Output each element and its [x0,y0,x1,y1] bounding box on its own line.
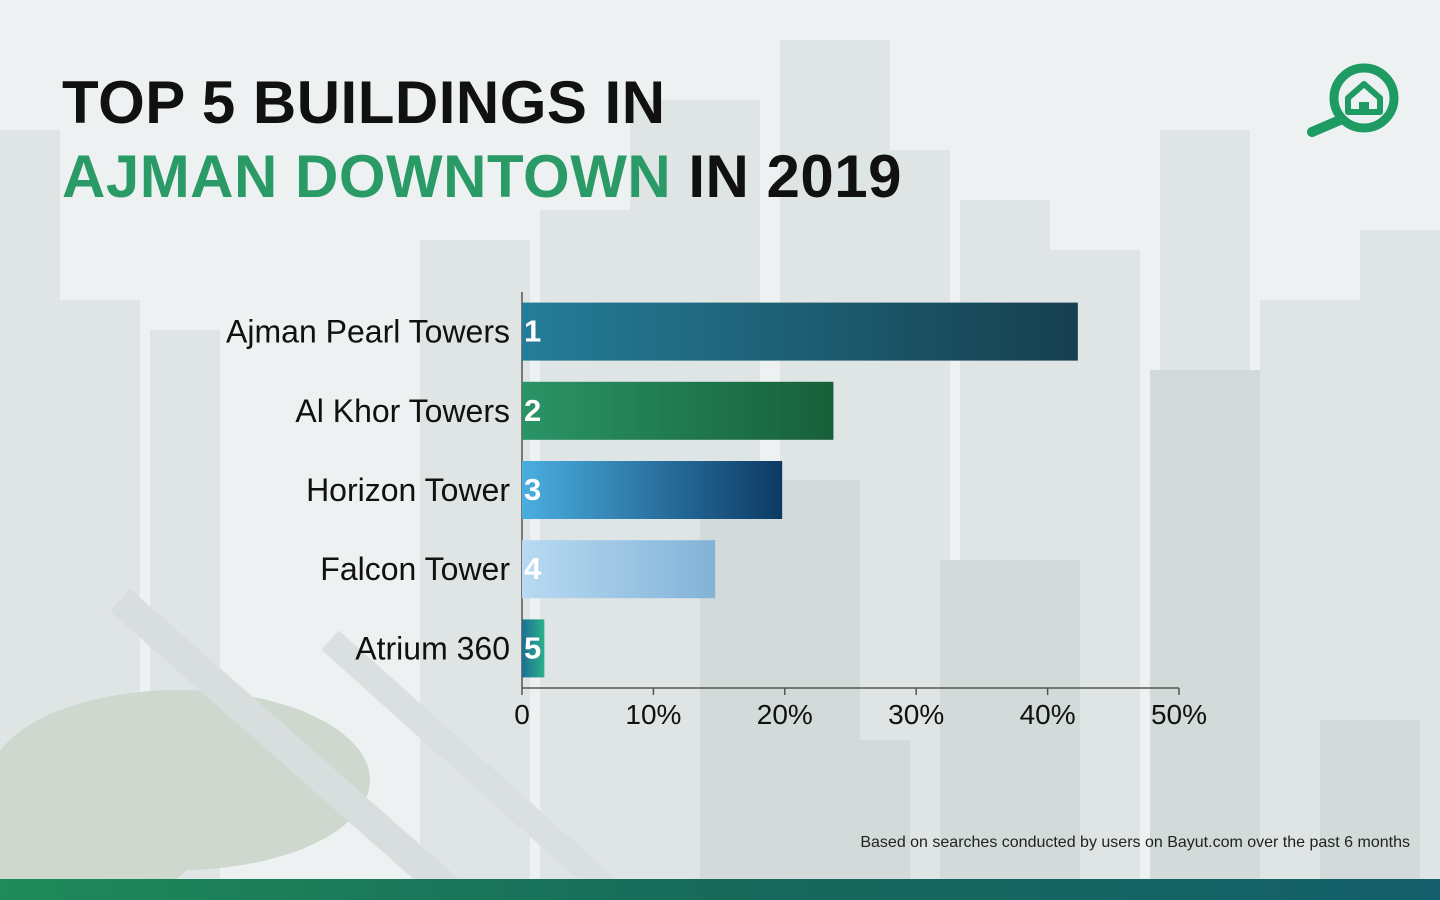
bayut-logo-icon [1307,63,1399,137]
chart-title: TOP 5 BUILDINGS IN AJMAN DOWNTOWN IN 201… [62,66,902,214]
title-line-1: TOP 5 BUILDINGS IN [62,69,666,136]
bar [522,540,716,599]
title-rest: IN 2019 [688,143,902,210]
x-tick-label: 50% [1151,699,1207,730]
bar [522,461,783,519]
category-label: Falcon Tower [320,551,510,587]
bar [522,619,545,678]
bottom-accent-bar [0,879,1440,900]
x-tick-label: 40% [1020,699,1076,730]
x-tick-label: 30% [888,699,944,730]
x-tick-label: 0 [514,699,530,730]
category-label: Atrium 360 [355,630,510,666]
rank-label: 4 [524,551,542,586]
bar [522,302,1078,361]
rank-label: 1 [524,314,541,349]
x-tick-label: 20% [757,699,813,730]
category-label: Horizon Tower [306,472,510,508]
rank-label: 2 [524,393,541,428]
rank-label: 5 [524,630,541,665]
rank-label: 3 [524,472,541,507]
footnote: Based on searches conducted by users on … [860,834,1410,851]
category-label: Al Khor Towers [295,393,510,429]
title-accent: AJMAN DOWNTOWN [62,143,672,210]
bar [522,381,834,440]
category-label: Ajman Pearl Towers [226,314,510,350]
x-tick-label: 10% [625,699,681,730]
